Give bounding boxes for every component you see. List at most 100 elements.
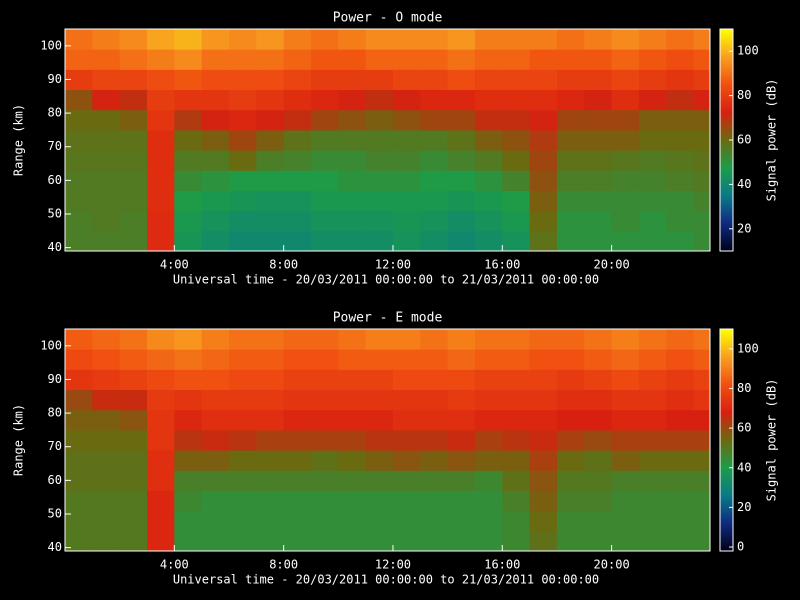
heatmap-cell [638,429,667,451]
x-tick-label: 16:00 [484,558,520,572]
heatmap-cell [119,29,148,50]
heatmap-cell [338,389,367,411]
heatmap-cell [556,210,585,232]
heatmap-cell [638,349,667,370]
heatmap-cell [256,450,285,471]
heatmap-cell [256,470,285,491]
x-tick-label: 4:00 [160,258,189,272]
heatmap-cell [556,510,585,532]
heatmap-cell [529,129,558,151]
heatmap-cell [611,409,640,431]
heatmap-cell [201,409,230,431]
heatmap-cell [92,409,121,431]
heatmap-cell [392,409,421,431]
heatmap-cell [392,369,421,391]
heatmap-cell [420,129,449,151]
y-tick-label: 40 [48,540,62,554]
heatmap-cell [584,230,613,252]
y-tick-label: 70 [48,139,62,153]
heatmap-cell [529,369,558,391]
heatmap-cell [611,129,640,151]
colorbar-tick-label: 100 [737,341,759,355]
colorbar-tick-label: 40 [737,460,751,474]
x-tick-label: 12:00 [375,258,411,272]
heatmap-cell [556,490,585,512]
heatmap-cell [693,349,711,370]
heatmap-cell [174,450,203,471]
heatmap-cell [310,429,339,451]
heatmap-cell [338,49,367,70]
heatmap-cell [310,450,339,471]
heatmap-cell [92,510,121,532]
heatmap-cell [666,69,695,91]
y-tick-label: 80 [48,106,62,120]
heatmap-cell [174,369,203,391]
heatmap-cell [119,150,148,171]
heatmap-cell [447,230,476,252]
heatmap-cell [392,389,421,411]
heatmap-cell [474,490,503,512]
heatmap-cell [556,29,585,50]
heatmap-cell [119,210,148,232]
heatmap-cell [666,170,695,191]
heatmap-cell [283,69,312,91]
heatmap-cell [338,510,367,532]
heatmap-cell [584,409,613,431]
heatmap-cell [92,89,121,111]
heatmap-cell [420,210,449,232]
heatmap-cell [474,129,503,151]
x-tick-label: 16:00 [484,258,520,272]
heatmap-cell [693,450,711,471]
heatmap-cell [502,510,531,532]
panel: Power - O mode 4:00 8:00 12:00 16:00 20:00 40 5… [12,11,779,287]
heatmap-cell [502,389,531,411]
heatmap-cell [146,450,175,471]
heatmap-cell [584,429,613,451]
heatmap-cell [638,170,667,191]
heatmap-cell [119,129,148,151]
heatmap-cell [502,349,531,370]
heatmap-cell [283,369,312,391]
heatmap-cell [310,150,339,171]
heatmap-cell [283,490,312,512]
heatmap-cell [201,29,230,50]
heatmap-cell [119,450,148,471]
heatmap-cell [310,409,339,431]
heatmap-cell [556,69,585,91]
heatmap-cell [228,389,257,411]
heatmap-cell [611,190,640,212]
heatmap-cell [666,210,695,232]
heatmap-cell [502,210,531,232]
heatmap-cell [92,210,121,232]
colorbar-label: Signal power (dB) [765,79,779,202]
heatmap-cell [146,210,175,232]
heatmap-cell [392,129,421,151]
heatmap-cell [392,190,421,212]
heatmap-cell [447,49,476,70]
heatmap-cell [693,210,711,232]
heatmap-cell [146,530,175,552]
heatmap-cell [365,170,394,191]
heatmap-cell [365,389,394,411]
heatmap-cell [338,530,367,552]
x-axis-label: Universal time - 20/03/2011 00:00:00 to … [173,273,599,287]
heatmap-cell [365,89,394,111]
heatmap-cell [666,389,695,411]
heatmap-cell [338,450,367,471]
heatmap-cell [529,389,558,411]
heatmap-cell [693,109,711,131]
heatmap-cell [283,109,312,131]
heatmap-cell [420,409,449,431]
heatmap-cell [92,450,121,471]
heatmap-cell [146,150,175,171]
heatmap-cell [584,109,613,131]
heatmap-cell [92,490,121,512]
heatmap-cell [666,470,695,491]
x-tick-label: 20:00 [594,258,630,272]
x-tick-label: 20:00 [594,558,630,572]
y-tick-label: 40 [48,240,62,254]
heatmap-cell [146,69,175,91]
heatmap-cell [201,89,230,111]
heatmap-cell [228,429,257,451]
heatmap-cell [365,129,394,151]
